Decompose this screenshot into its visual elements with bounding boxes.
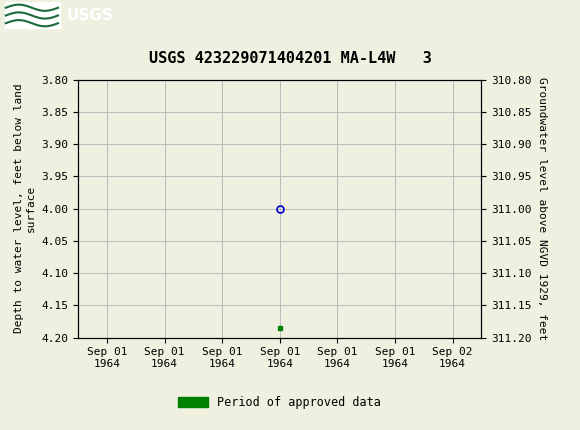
FancyBboxPatch shape (5, 3, 60, 28)
Text: USGS: USGS (67, 8, 114, 23)
Text: USGS 423229071404201 MA-L4W   3: USGS 423229071404201 MA-L4W 3 (148, 51, 432, 65)
Y-axis label: Groundwater level above NGVD 1929, feet: Groundwater level above NGVD 1929, feet (537, 77, 547, 340)
Y-axis label: Depth to water level, feet below land
surface: Depth to water level, feet below land su… (13, 84, 36, 333)
Legend: Period of approved data: Period of approved data (179, 396, 381, 409)
